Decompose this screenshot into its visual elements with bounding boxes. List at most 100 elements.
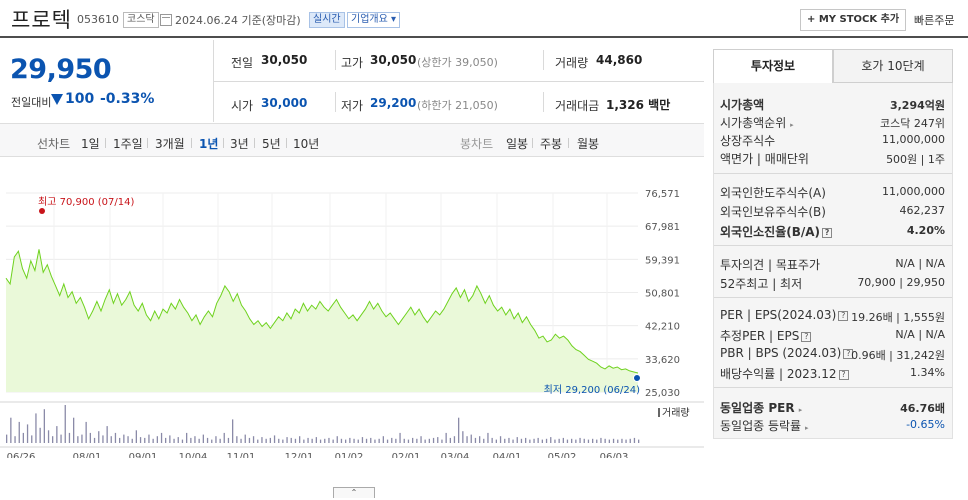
x-tick-label: 02/01 — [392, 452, 421, 458]
volume-bar — [604, 438, 606, 443]
volume-bar — [211, 439, 213, 443]
volume-bar — [52, 436, 54, 443]
amount-label: 거래대금 — [555, 99, 600, 113]
x-tick-label: 12/01 — [285, 452, 314, 458]
realtime-button[interactable]: 실시간 — [309, 12, 345, 28]
help-icon[interactable]: ? — [838, 370, 849, 380]
volume-bar — [26, 424, 29, 443]
company-overview-dropdown[interactable]: 기업개요 ▾ — [347, 12, 400, 28]
opinion-target-label: 투자의견 | 목표주가 — [720, 258, 820, 272]
quote-date: 2024.06.24 기준(장마감) — [175, 12, 301, 28]
volume-bar — [600, 437, 602, 443]
down-arrow-icon — [51, 94, 63, 105]
volume-bar — [135, 430, 137, 443]
dividend-label: 배당수익률 | 2023.12? — [720, 365, 849, 382]
divider — [543, 92, 544, 112]
volume-bar — [232, 419, 234, 443]
volume-bar — [248, 437, 251, 443]
tab-1y[interactable]: 1년 — [199, 137, 219, 151]
prev-close-value: 30,050 — [261, 53, 308, 67]
volume-bar — [520, 438, 523, 443]
volume-bar — [638, 439, 640, 443]
volume-bar — [282, 439, 284, 443]
tab-10y[interactable]: 10년 — [293, 137, 320, 151]
volume-bar — [357, 439, 359, 443]
high-annotation: 최고 70,900 (07/14) — [38, 196, 134, 208]
volume-bar — [449, 437, 451, 443]
pbr-bps-value: 0.96배 | 31,242원 — [851, 349, 945, 362]
tab-1w[interactable]: 1주일 — [113, 137, 143, 151]
volume-bar — [374, 439, 376, 443]
volume-bar — [395, 438, 397, 443]
low-annotation: 최저 29,200 (06/24) — [544, 384, 640, 396]
market-cap-rank-label[interactable]: 시가총액순위 ▸ — [720, 114, 794, 131]
tab-daily-candle[interactable]: 일봉 — [506, 137, 529, 151]
x-tick-label: 04/01 — [493, 452, 522, 458]
investment-info-panel: 투자정보 호가 10단계 시가총액 3,294억원 시가총액순위 ▸ 코스닥 2… — [713, 49, 953, 439]
tab-3m[interactable]: 3개월 — [155, 137, 185, 151]
volume-bar — [365, 438, 368, 443]
volume-bar — [428, 438, 430, 443]
tab-orderbook-10[interactable]: 호가 10단계 — [833, 49, 953, 83]
high-value: 30,050 — [370, 53, 417, 67]
dividend-value: 1.34% — [910, 366, 945, 379]
volume-bar — [499, 436, 502, 443]
volume-bar — [311, 438, 313, 443]
foreign-ratio-text: 외국인소진율(B/A) — [720, 225, 821, 239]
current-price: 29,950 — [10, 54, 112, 85]
per-eps-text: PER | EPS(2024.03) — [720, 308, 837, 322]
volume-bar — [85, 421, 87, 443]
volume-bar — [545, 438, 548, 443]
volume-bar — [432, 437, 435, 443]
volume-bar — [512, 439, 514, 443]
volume-bar — [479, 436, 481, 443]
market-badge: 코스닥 — [123, 12, 159, 28]
foreign-ratio-label: 외국인소진율(B/A)? — [720, 223, 833, 240]
volume-bar — [152, 438, 154, 443]
industry-per-label[interactable]: 동일업종 PER ▸ — [720, 399, 802, 416]
foreign-ratio-value: 4.20% — [906, 224, 945, 237]
tab-weekly-candle[interactable]: 주봉 — [540, 137, 563, 151]
y-tick-label: 67,981 — [645, 222, 680, 233]
volume-bar — [516, 437, 518, 443]
volume-bar — [186, 432, 188, 443]
per-eps-value: 19.26배 | 1,555원 — [851, 311, 945, 324]
industry-change-label[interactable]: 동일업종 등락률 ▸ — [720, 417, 808, 434]
x-tick-label: 11/01 — [227, 452, 256, 458]
tab-investment-info[interactable]: 투자정보 — [713, 49, 833, 83]
volume-bar — [437, 437, 439, 443]
add-my-stock-button[interactable]: + MY STOCK 추가 — [800, 9, 907, 31]
amount-unit: 백만 — [648, 98, 671, 112]
foreign-holding-value: 462,237 — [899, 204, 946, 217]
tab-1d[interactable]: 1일 — [81, 137, 100, 151]
date-value: 2024.06.24 — [175, 14, 238, 27]
x-tick-label: 06/26 — [7, 452, 36, 458]
volume-bar — [89, 432, 91, 443]
volume-bar — [181, 439, 184, 443]
chart-collapse-handle[interactable]: ⌃ — [333, 487, 375, 498]
volume-bar — [571, 438, 573, 443]
volume-bar — [307, 437, 309, 443]
volume-bar — [202, 434, 204, 443]
tab-5y[interactable]: 5년 — [262, 137, 281, 151]
tab-monthly-candle[interactable]: 월봉 — [577, 137, 600, 151]
tab-3y[interactable]: 3년 — [230, 137, 249, 151]
quick-order-link[interactable]: 빠른주문 — [914, 14, 955, 27]
section-divider — [714, 297, 952, 298]
price-chart[interactable]: 76,571 67,981 59,391 50,801 42,210 33,620 25,0… — [0, 158, 704, 458]
volume-bar — [315, 437, 317, 443]
help-icon[interactable]: ? — [838, 311, 849, 321]
volume-bar — [474, 437, 477, 443]
industry-per-value: 46.76배 — [900, 402, 945, 415]
arrow-right-icon: ▸ — [798, 406, 803, 414]
help-icon[interactable]: ? — [801, 332, 812, 342]
foreign-holding-label: 외국인보유주식수(B) — [720, 205, 826, 219]
volume-bar — [378, 438, 380, 443]
volume-bar — [345, 439, 347, 443]
help-icon[interactable]: ? — [843, 349, 854, 359]
foreign-limit-label: 외국인한도주식수(A) — [720, 186, 826, 200]
face-value-label: 액면가 | 매매단위 — [720, 152, 809, 166]
help-icon[interactable]: ? — [822, 228, 833, 238]
volume-bar — [483, 438, 485, 443]
arrow-right-icon: ▸ — [790, 121, 794, 129]
